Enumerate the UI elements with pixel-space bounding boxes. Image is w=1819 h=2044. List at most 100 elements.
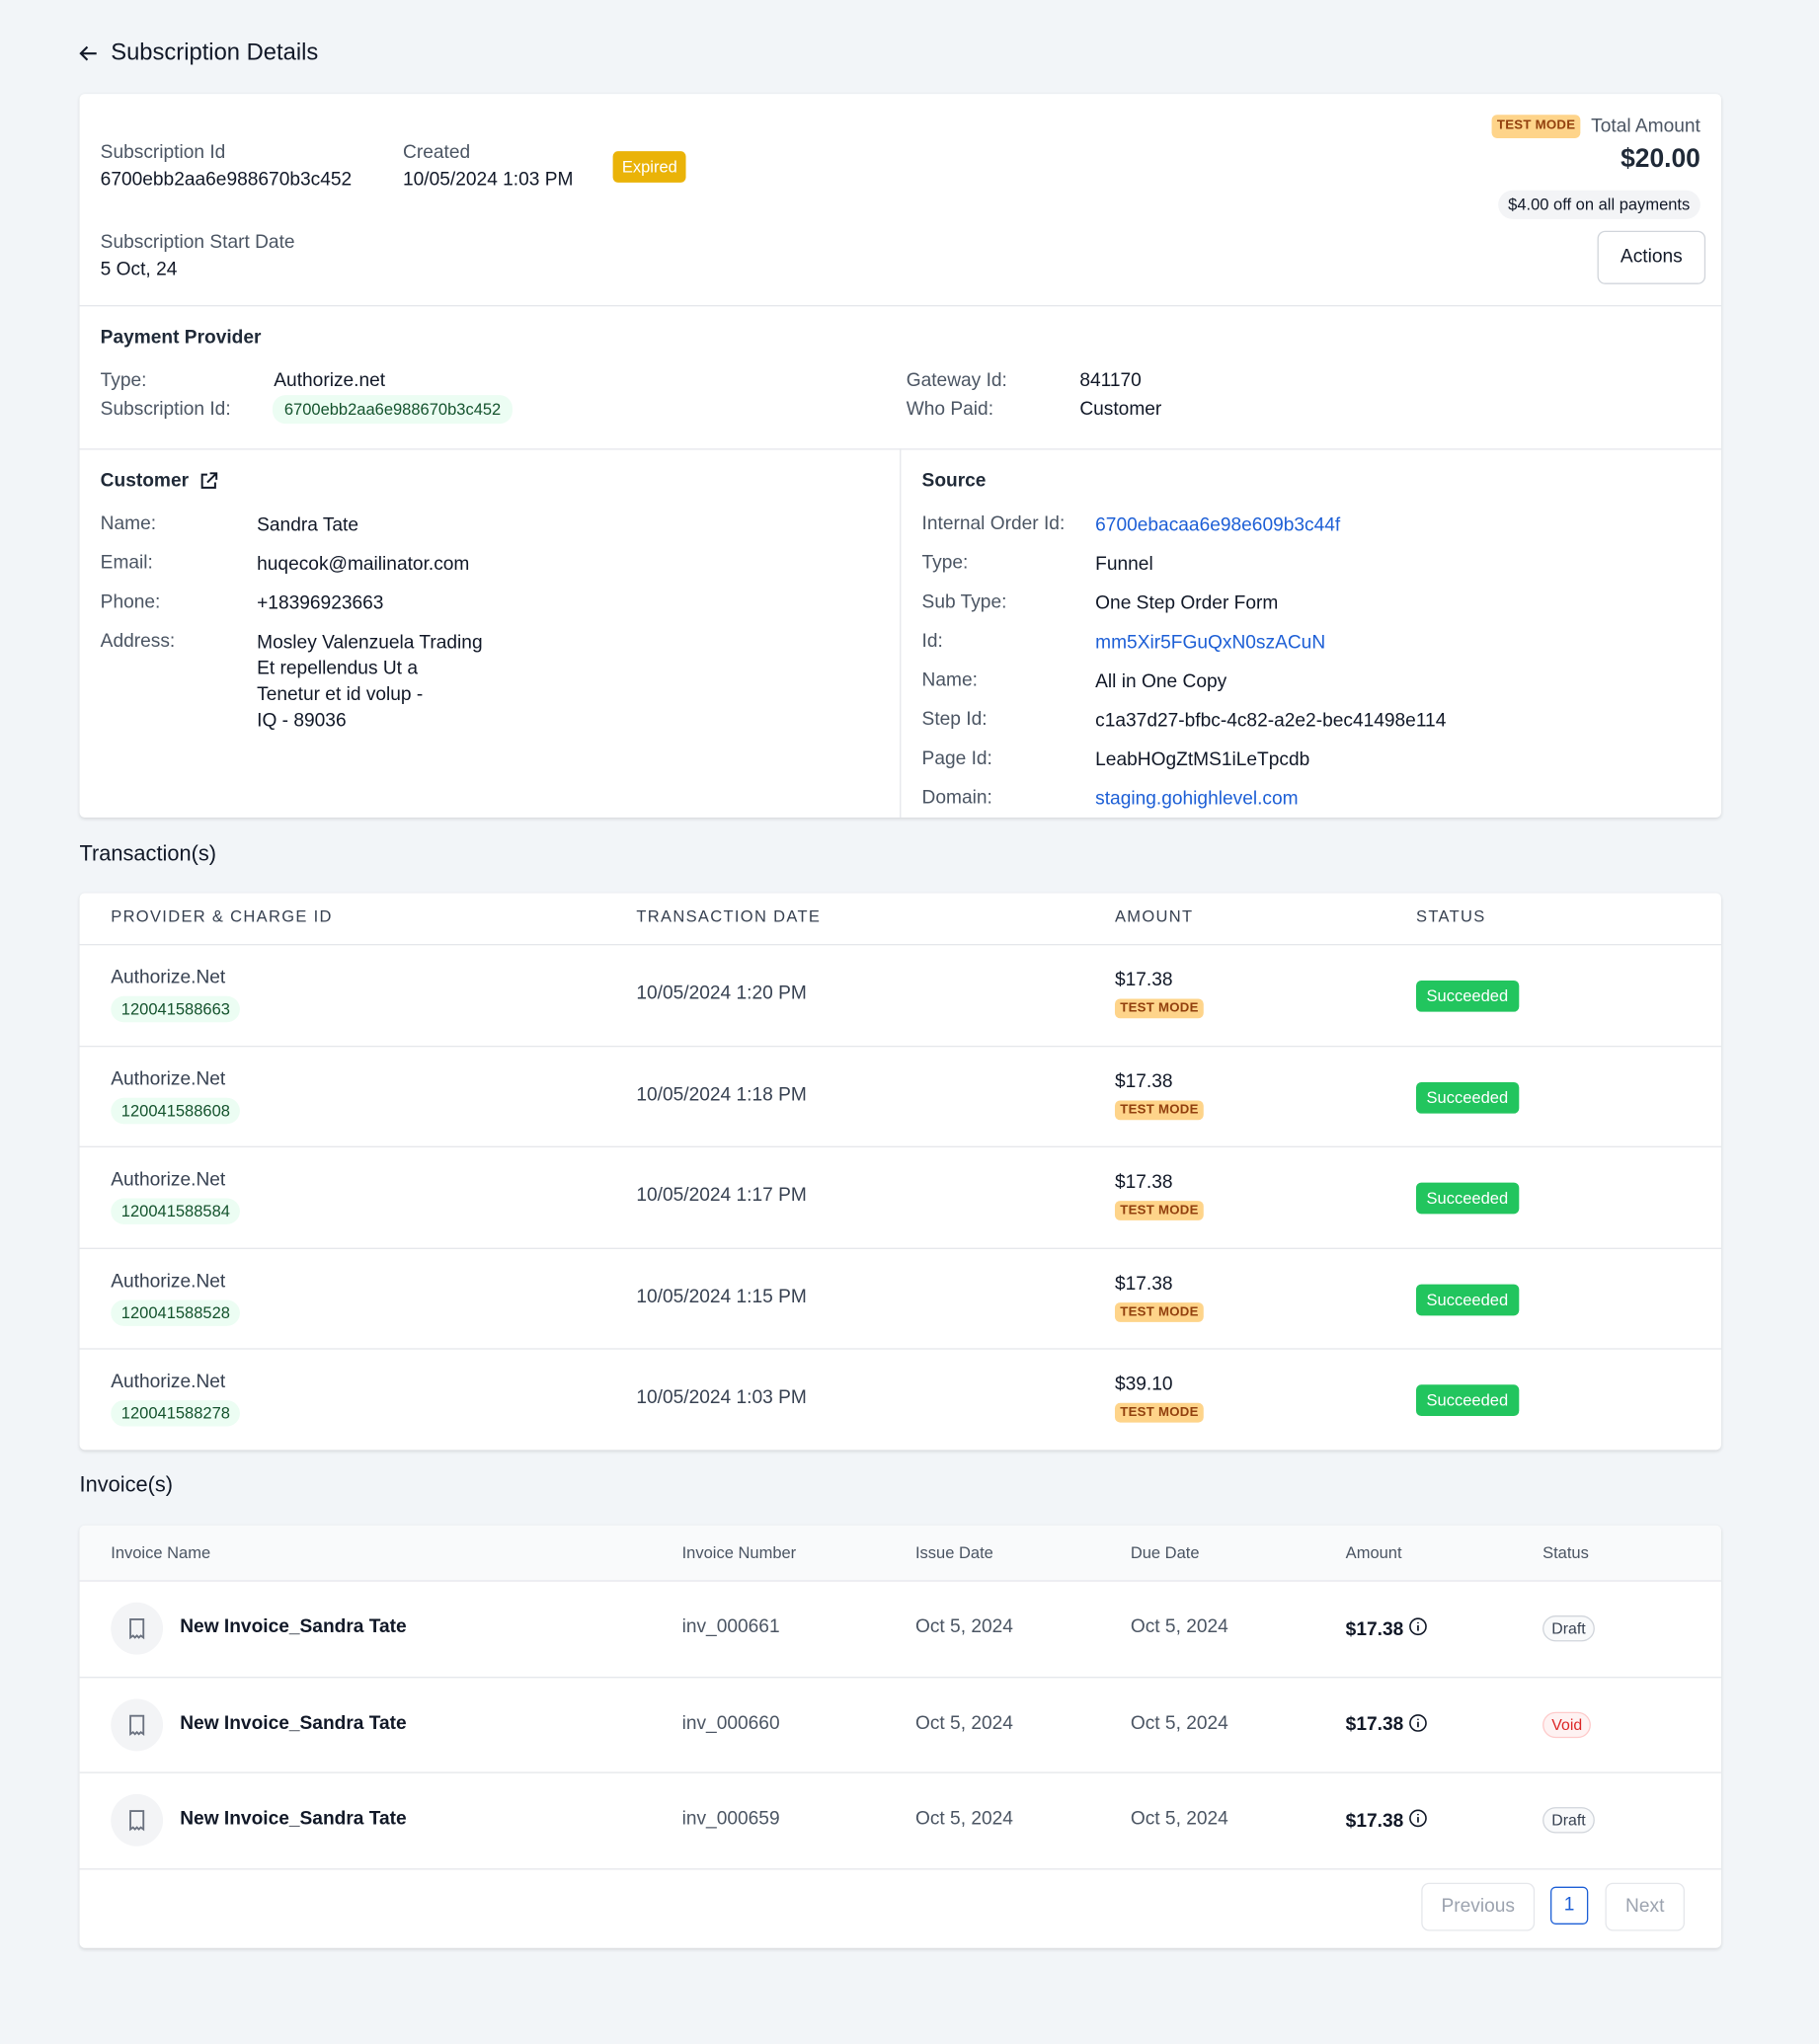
field-label: Who Paid: bbox=[906, 399, 994, 421]
field-value: Sandra Tate bbox=[257, 514, 359, 536]
field-label: Phone: bbox=[100, 591, 161, 613]
invoice-due-date: Oct 5, 2024 bbox=[1130, 1616, 1228, 1638]
test-mode-badge: TEST MODE bbox=[1114, 1403, 1204, 1424]
field-value: Authorize.net bbox=[274, 370, 386, 392]
payment-provider-section: Payment Provider Type: Authorize.net Sub… bbox=[79, 305, 1721, 450]
source-fields: Internal Order Id: 6700ebacaa6e98e609b3c4… bbox=[922, 512, 1447, 813]
transaction-date: 10/05/2024 1:18 PM bbox=[636, 1084, 807, 1106]
charge-id: 120041588663 bbox=[111, 995, 241, 1023]
discount-pill: $4.00 off on all payments bbox=[1497, 190, 1700, 219]
invoice-name[interactable]: New Invoice_Sandra Tate bbox=[180, 1616, 407, 1638]
invoice-icon bbox=[111, 1794, 164, 1847]
field-label: Domain: bbox=[921, 787, 992, 809]
table-row: New Invoice_Sandra Tate inv_000661 Oct 5, … bbox=[79, 1580, 1721, 1677]
provider: Authorize.Net bbox=[111, 1169, 226, 1191]
field-value: +18396923663 bbox=[257, 592, 384, 614]
field-label: Created bbox=[403, 141, 471, 164]
section-header: Customer bbox=[101, 471, 217, 492]
amount: $17.38 bbox=[1345, 1618, 1404, 1640]
field-value: 6700ebb2aa6e988670b3c452 bbox=[272, 395, 514, 425]
info-icon[interactable] bbox=[1409, 1616, 1429, 1641]
charge-id: 120041588608 bbox=[111, 1097, 241, 1124]
field-value: LeabHOgZtMS1iLeTpcdb bbox=[1095, 749, 1310, 771]
total-header: TEST MODE Total Amount bbox=[1491, 115, 1700, 138]
invoice-number: inv_000659 bbox=[681, 1808, 780, 1830]
column-header: PROVIDER & CHARGE ID bbox=[111, 907, 333, 926]
provider: Authorize.Net bbox=[111, 967, 226, 988]
field-label: Internal Order Id: bbox=[921, 513, 1066, 535]
back-arrow[interactable] bbox=[78, 42, 99, 63]
field-label: Subscription Id bbox=[100, 141, 226, 164]
field-value: Funnel bbox=[1095, 554, 1153, 576]
amount-cell: $17.38 bbox=[1346, 1713, 1429, 1738]
field-label: Subscription Id: bbox=[100, 399, 231, 421]
transaction-date: 10/05/2024 1:03 PM bbox=[636, 1387, 807, 1409]
column-header: Status bbox=[1542, 1543, 1589, 1562]
table-row: Authorize.Net 120041588584 10/05/2024 1:17… bbox=[79, 1145, 1721, 1248]
field-value: Mosley Valenzuela Trading Et repellendus… bbox=[257, 632, 483, 732]
field-value[interactable]: 6700ebacaa6e98e609b3c44f bbox=[1095, 514, 1341, 536]
status-badge: Succeeded bbox=[1415, 980, 1519, 1012]
field-value: 841170 bbox=[1079, 370, 1142, 392]
invoice-number: inv_000660 bbox=[681, 1712, 780, 1734]
icon bbox=[1409, 1809, 1428, 1828]
next-button[interactable]: Next bbox=[1605, 1882, 1685, 1931]
amount: $39.10 bbox=[1114, 1375, 1173, 1396]
actions-button[interactable]: Actions bbox=[1597, 230, 1706, 284]
invoice-status: Draft bbox=[1542, 1807, 1595, 1834]
icon bbox=[129, 1810, 145, 1832]
field-value: Customer bbox=[1079, 399, 1162, 421]
total-amount: $20.00 bbox=[1621, 144, 1700, 174]
invoice-name[interactable]: New Invoice_Sandra Tate bbox=[180, 1712, 407, 1734]
pagination-divider bbox=[79, 1868, 1721, 1870]
field-label: Name: bbox=[921, 669, 978, 691]
section-title: Payment Provider bbox=[100, 327, 262, 349]
field-value: One Step Order Form bbox=[1095, 592, 1279, 614]
page-header: Subscription Details bbox=[78, 39, 318, 67]
field-value: huqecok@mailinator.com bbox=[257, 554, 470, 576]
invoice-due-date: Oct 5, 2024 bbox=[1130, 1712, 1228, 1734]
table-row: New Invoice_Sandra Tate inv_000660 Oct 5, … bbox=[79, 1676, 1721, 1773]
field-value: 5 Oct, 24 bbox=[100, 259, 178, 280]
field-value: All in One Copy bbox=[1095, 671, 1227, 693]
invoice-issue-date: Oct 5, 2024 bbox=[914, 1712, 1013, 1734]
external-link-icon[interactable] bbox=[199, 472, 217, 490]
status-badge: Succeeded bbox=[1415, 1284, 1519, 1316]
info-icon[interactable] bbox=[1409, 1809, 1429, 1834]
field-value: c1a37d27-bfbc-4c82-a2e2-bec41498e114 bbox=[1095, 710, 1447, 732]
charge-id: 120041588584 bbox=[111, 1198, 241, 1225]
provider: Authorize.Net bbox=[111, 1372, 226, 1393]
amount: $17.38 bbox=[1114, 1273, 1173, 1295]
charge-id: 120041588528 bbox=[111, 1299, 241, 1326]
page-button[interactable]: 1 bbox=[1549, 1886, 1589, 1925]
info-icon[interactable] bbox=[1409, 1713, 1429, 1738]
invoice-status: Draft bbox=[1542, 1615, 1595, 1642]
table-row: Authorize.Net 120041588528 10/05/2024 1:15… bbox=[79, 1247, 1721, 1349]
invoice-issue-date: Oct 5, 2024 bbox=[914, 1616, 1013, 1638]
table-row: New Invoice_Sandra Tate inv_000659 Oct 5, … bbox=[79, 1771, 1721, 1869]
transaction-date: 10/05/2024 1:17 PM bbox=[636, 1185, 807, 1207]
column-header: Invoice Number bbox=[681, 1543, 797, 1562]
table-header: PROVIDER & CHARGE ID TRANSACTION DATE AMOU… bbox=[80, 893, 1721, 943]
status-badge: Expired bbox=[612, 151, 687, 183]
field-label: Sub Type: bbox=[921, 591, 1007, 613]
field-value[interactable]: mm5Xir5FGuQxN0szACuN bbox=[1095, 632, 1326, 654]
total-label: Total Amount bbox=[1591, 116, 1700, 137]
invoice-name[interactable]: New Invoice_Sandra Tate bbox=[180, 1808, 407, 1830]
test-mode-badge: TEST MODE bbox=[1114, 1301, 1204, 1322]
previous-button[interactable]: Previous bbox=[1421, 1882, 1536, 1931]
invoices-table: Invoice Name Invoice Number Issue Date Due … bbox=[79, 1525, 1721, 1948]
field-label: Subscription Start Date bbox=[100, 232, 295, 254]
table-row: Authorize.Net 120041588663 10/05/2024 1:20… bbox=[79, 943, 1721, 1046]
provider: Authorize.Net bbox=[111, 1068, 226, 1090]
amount: $17.38 bbox=[1114, 1070, 1173, 1092]
amount: $17.38 bbox=[1114, 970, 1173, 991]
icon bbox=[129, 1618, 145, 1640]
table-row: Authorize.Net 120041588608 10/05/2024 1:18… bbox=[79, 1045, 1721, 1146]
field-label: Name: bbox=[100, 513, 157, 535]
field-value[interactable]: staging.gohighlevel.com bbox=[1095, 788, 1299, 810]
customer-fields: Name: Sandra Tate Email: huqecok@mailinator… bbox=[101, 512, 483, 734]
column-header: Issue Date bbox=[914, 1543, 993, 1562]
status-badge: Succeeded bbox=[1415, 1182, 1519, 1215]
